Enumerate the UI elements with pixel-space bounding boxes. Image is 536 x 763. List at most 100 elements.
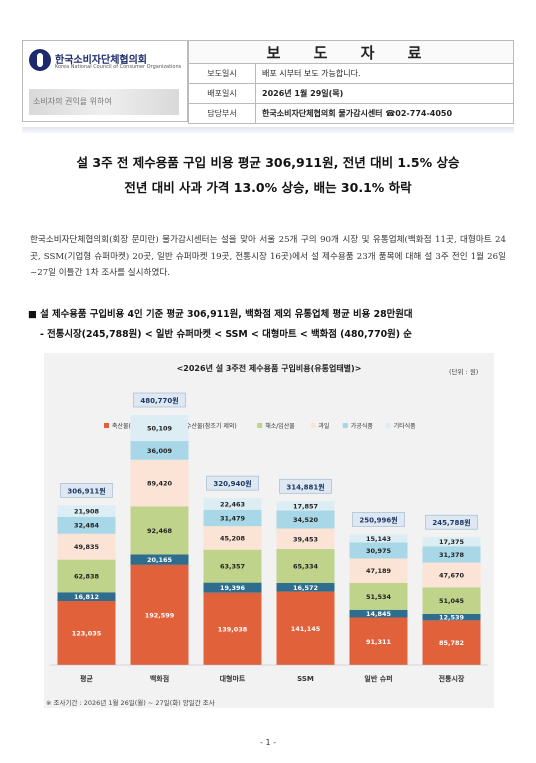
headline-1: 설 3주 전 제수용품 구입 비용 평균 306,911원, 전년 대비 1.5… (76, 155, 460, 170)
bar-segment (276, 582, 335, 592)
header-info-table: 보 도 자 료 보도일시 배포 시부터 보도 가능합니다. 배포일시 2026년 1… (188, 40, 514, 124)
org-name-en: Korea National Council of Consumer Organ… (55, 64, 182, 70)
segment-value-label: 47,670 (439, 571, 465, 579)
bullet-sub: - 전통시장(245,788원) < 일반 슈퍼마켓 < SSM < 대형마트 … (40, 329, 412, 340)
segment-value-label: 85,782 (439, 639, 464, 647)
divider (22, 127, 514, 133)
segment-value-label: 16,812 (74, 593, 99, 601)
segment-value-label: 17,375 (439, 538, 465, 546)
segment-value-label: 92,468 (147, 527, 173, 535)
segment-value-label: 32,484 (74, 522, 100, 530)
segment-value-label: 63,357 (220, 563, 245, 571)
survey-note: ※ 조사기간 : 2026년 1월 26일(월) ~ 27일(화) 양일간 조사 (46, 699, 215, 707)
bar-segment (276, 528, 335, 550)
org-logo-icon (29, 49, 51, 71)
segment-value-label: 22,463 (220, 500, 245, 508)
bar-segment (349, 542, 408, 559)
total-box (60, 483, 113, 498)
category-label: 대형마트 (220, 674, 246, 683)
segment-value-label: 21,908 (74, 508, 100, 516)
legend-swatch (342, 423, 348, 428)
total-box (352, 512, 405, 527)
segment-value-label: 49,835 (74, 543, 100, 551)
legend-label: 기타식품 (394, 422, 417, 430)
row-value: 한국소비자단체협의회 물가감시센터 ☎02-774-4050 (255, 103, 514, 124)
total-box (206, 475, 259, 491)
segment-value-label: 15,143 (366, 535, 391, 543)
chart-plot: 축산물(계란 제외)수산물(참조기 제외)채소/임산물과일가공식품기타식품123… (50, 392, 488, 683)
bar-segment (422, 562, 481, 588)
bar-segment (130, 415, 189, 442)
row-value: 배포 시부터 보도 가능합니다. (255, 63, 514, 84)
legend-swatch (257, 423, 263, 428)
legend-label: 가공식품 (351, 422, 374, 430)
segment-value-label: 34,520 (293, 516, 319, 524)
bar-segment (57, 533, 116, 560)
legend-swatch (104, 423, 109, 428)
bar-segment (203, 592, 262, 665)
bar-segment (349, 558, 408, 584)
headline-2: 전년 대비 사과 가격 13.0% 상승, 배는 30.1% 하락 (124, 180, 412, 195)
stacked-bar-chart: <2026년 설 3주전 제수용품 구입비용(유통업태별)> (단위 : 원) … (44, 353, 494, 708)
total-label: 306,911원 (67, 486, 105, 495)
category-label: SSM (297, 675, 314, 683)
segment-value-label: 36,009 (147, 447, 173, 455)
bar-segment (349, 609, 408, 618)
segment-value-label: 12,539 (439, 614, 465, 622)
bar-segment (130, 564, 189, 665)
bar-segment (276, 510, 335, 529)
legend-swatch (385, 423, 391, 428)
body-paragraph: 한국소비자단체협의회(회장 문미란) 물가감시센터는 설을 맞아 서울 25개 … (30, 235, 506, 278)
legend-label: 채소/임산물 (265, 422, 295, 430)
legend-label: 수산물(참조기 제외) (186, 422, 237, 430)
bar-segment (422, 613, 481, 621)
bar-segment (57, 505, 116, 517)
bar-segment (57, 601, 116, 665)
row-key: 담당부서 (188, 103, 256, 124)
segment-value-label: 19,396 (220, 584, 246, 592)
bar-segment (276, 501, 335, 511)
logo-area: 한국소비자단체협의회 Korea National Council of Con… (22, 40, 188, 122)
bar-segment (203, 549, 262, 583)
bar-segment (422, 620, 481, 665)
bar-segment (57, 516, 116, 534)
row-key: 배포일시 (188, 83, 256, 104)
bar-segment (203, 498, 262, 510)
legend-label: 과일 (318, 422, 329, 430)
segment-value-label: 65,334 (293, 563, 319, 571)
segment-value-label: 123,035 (72, 630, 102, 638)
bar-segment (276, 591, 335, 665)
bar-segment (203, 526, 262, 550)
bar-segment (130, 554, 189, 565)
segment-value-label: 31,378 (439, 551, 465, 559)
category-label: 전통시장 (439, 674, 465, 683)
segment-value-label: 45,208 (220, 534, 246, 542)
legend-swatch (310, 423, 316, 428)
bar-segment (349, 617, 408, 665)
sub-logo: 소비자의 권익을 위하여 (29, 89, 179, 115)
segment-value-label: 17,857 (293, 502, 318, 510)
bullet-heading: ■ 설 제수용품 구입비용 4인 기준 평균 306,911원, 백화점 제외 … (28, 309, 413, 320)
segment-value-label: 30,975 (366, 547, 392, 555)
bar-segment (203, 509, 262, 527)
bar-segment (349, 534, 408, 543)
bar-segment (422, 587, 481, 614)
bar-segment (276, 549, 335, 583)
segment-value-label: 31,479 (220, 514, 246, 522)
segment-value-label: 89,420 (147, 480, 173, 488)
bar-segment (57, 559, 116, 593)
total-box (425, 514, 478, 530)
chart-unit: (단위 : 원) (449, 368, 479, 376)
bar-segment (130, 441, 189, 460)
segment-value-label: 50,109 (147, 425, 173, 433)
press-header: 한국소비자단체협의회 Korea National Council of Con… (22, 40, 514, 124)
bar-segment (203, 582, 262, 593)
segment-value-label: 20,165 (147, 556, 173, 564)
total-box (279, 478, 332, 494)
category-label: 평균 (80, 674, 93, 683)
category-label: 백화점 (150, 674, 169, 683)
bar-segment (130, 459, 189, 507)
row-value: 2026년 1월 29일(목) (255, 83, 514, 104)
total-label: 480,770원 (140, 396, 178, 405)
segment-value-label: 51,534 (366, 593, 392, 601)
